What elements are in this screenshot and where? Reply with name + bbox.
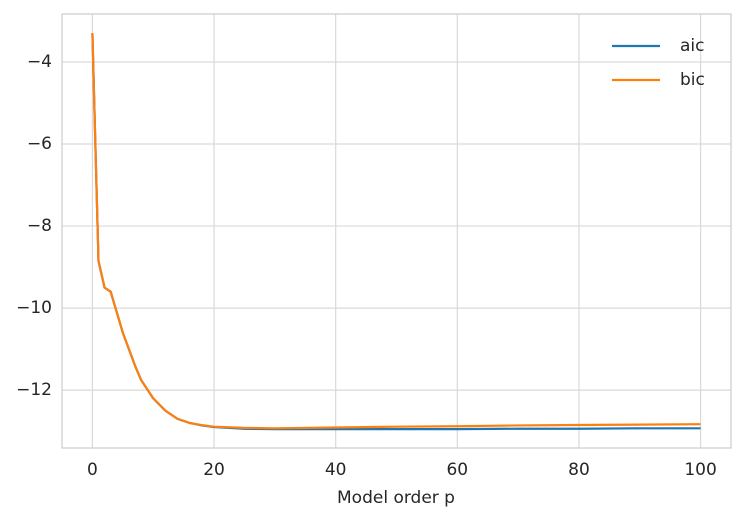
grid (62, 14, 731, 448)
x-tick-label: 60 (446, 460, 468, 480)
y-tick-label: −4 (27, 52, 52, 72)
y-tick-label: −8 (27, 216, 52, 236)
legend-label: bic (680, 70, 705, 90)
y-tick-label: −12 (16, 380, 52, 400)
plot-frame (61, 13, 732, 449)
y-tick-label: −10 (16, 298, 52, 318)
legend-label: aic (680, 36, 705, 56)
lines (91, 33, 701, 431)
line-1 (91, 33, 701, 430)
x-tick-label: 0 (87, 460, 98, 480)
x-tick-label: 20 (203, 460, 225, 480)
x-tick-label: 80 (568, 460, 590, 480)
x-tick-label: 40 (325, 460, 347, 480)
x-tick-label: 100 (684, 460, 716, 480)
x-axis-label: Model order p (337, 488, 455, 508)
y-tick-label: −6 (27, 134, 52, 154)
